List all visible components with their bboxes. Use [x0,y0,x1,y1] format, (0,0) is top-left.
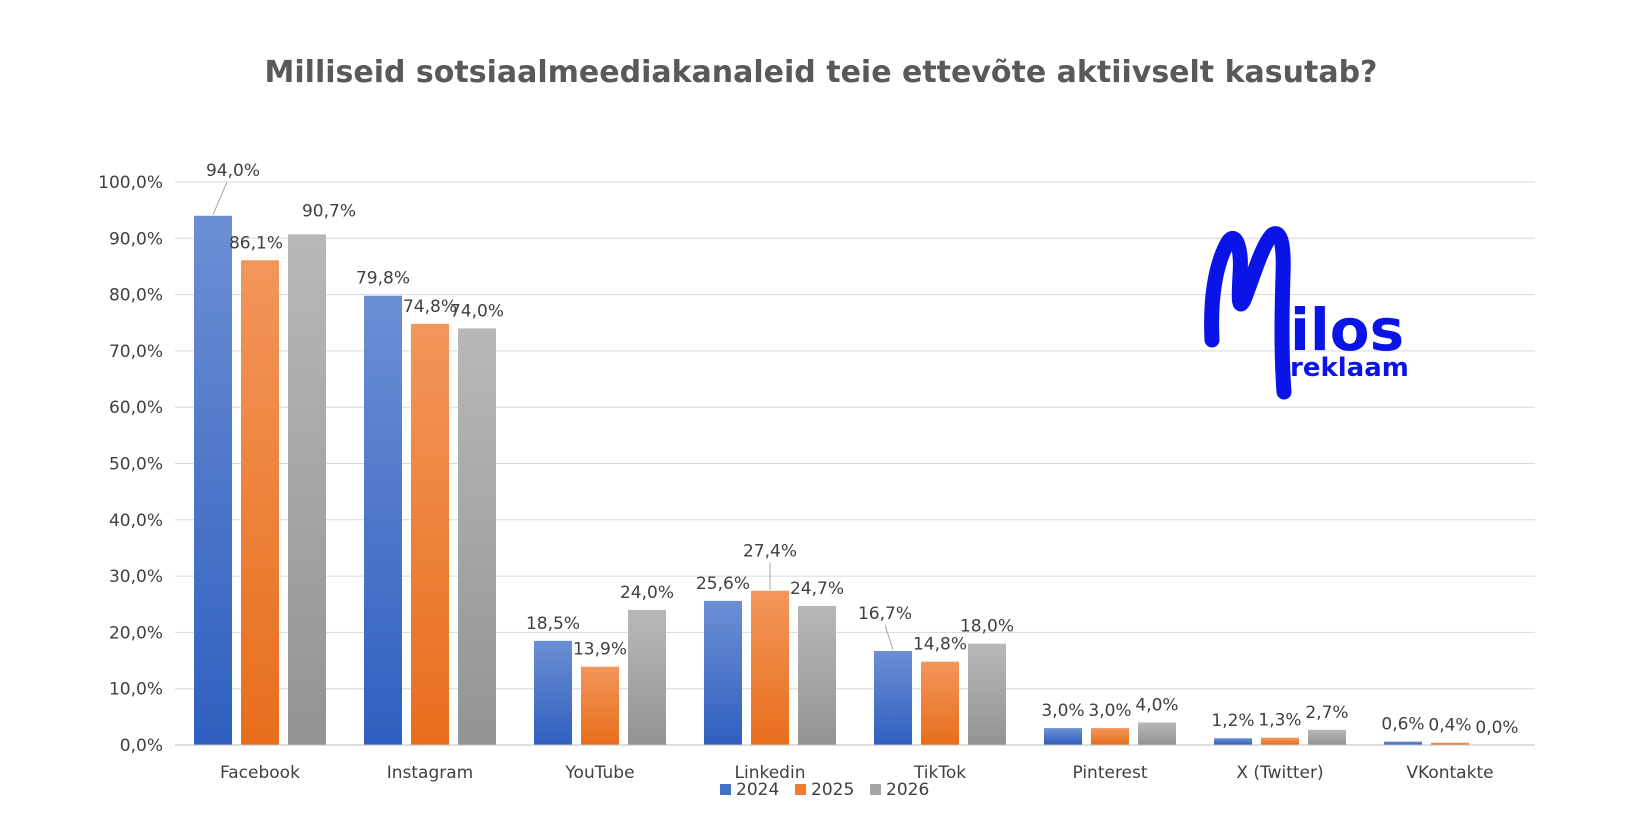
x-category-label: X (Twitter) [1236,763,1323,783]
milos-logo: ilos reklaam M [1203,226,1409,400]
bar-2025-youtube [581,666,619,745]
y-tick-label: 100,0% [98,173,163,193]
bar-2024-linkedin [704,600,742,745]
bar-2025-vkontakte [1431,742,1469,745]
data-label: 1,3% [1258,711,1301,731]
data-label: 18,5% [526,614,580,634]
y-tick-label: 60,0% [109,398,163,418]
data-label: 3,0% [1088,701,1131,721]
legend: 2024 2025 2026 [720,780,929,800]
bar-2024-tiktok [874,650,912,745]
y-tick-label: 40,0% [109,511,163,531]
y-tick-label: 30,0% [109,567,163,587]
y-tick-label: 20,0% [109,623,163,643]
bar-2024-vkontakte [1384,741,1422,745]
data-label: 79,8% [356,269,410,289]
bar-2026-instagram [458,328,496,745]
bar-2026-pinterest [1138,722,1176,745]
x-category-label: Facebook [220,763,300,783]
x-category-label: YouTube [564,763,634,783]
bar-2025-pinterest [1091,728,1129,745]
data-label: 14,8% [913,635,967,655]
logo-m-stroke [1204,226,1292,400]
data-label: 0,0% [1475,718,1518,738]
x-category-label: Instagram [387,763,474,783]
bar-2025-facebook [241,260,279,745]
bar-2025-instagram [411,323,449,745]
bar-2026-linkedin [798,605,836,745]
x-category-label: Pinterest [1072,763,1147,783]
y-tick-label: 10,0% [109,680,163,700]
data-label: 0,6% [1381,715,1424,735]
data-label: 16,7% [858,604,912,624]
legend-swatch-2024 [720,784,731,795]
leader-line [884,624,894,651]
bar-2025-x-twitter- [1261,737,1299,745]
data-label: 90,7% [302,201,356,221]
y-tick-label: 80,0% [109,286,163,306]
legend-swatch-2026 [870,784,881,795]
logo-main-text: ilos [1290,296,1404,364]
bar-2024-x-twitter- [1214,738,1252,745]
data-label: 13,9% [573,640,627,660]
logo-m-letter: M [1203,359,1204,361]
y-tick-label: 70,0% [109,342,163,362]
bar-2024-facebook [194,215,232,745]
data-label: 3,0% [1041,701,1084,721]
legend-label-2024: 2024 [736,780,779,800]
bar-2026-x-twitter- [1308,729,1346,745]
chart-title: Milliseid sotsiaalmeediakanaleid teie et… [264,55,1378,90]
legend-label-2026: 2026 [886,780,929,800]
x-category-label: TikTok [913,763,966,783]
data-label: 94,0% [206,161,260,181]
y-tick-label: 50,0% [109,455,163,475]
bar-2025-linkedin [751,590,789,745]
data-label: 24,0% [620,583,674,603]
data-label: 24,7% [790,579,844,599]
data-label: 86,1% [229,233,283,253]
logo-sub-text: reklaam [1290,353,1409,383]
bar-2026-youtube [628,609,666,745]
bars-layer [194,215,1469,745]
x-category-label: VKontakte [1406,763,1493,783]
data-label: 0,4% [1428,716,1471,736]
legend-label-2025: 2025 [811,780,854,800]
leader-line [212,181,228,215]
x-category-label: Linkedin [735,763,806,783]
data-label: 2,7% [1305,703,1348,723]
data-label: 27,4% [743,542,797,562]
bar-2024-instagram [364,295,402,745]
labels-layer: 94,0% 86,1% 90,7% 79,8% 74,8%74,0% 18,5% 13,9%… [206,161,1519,738]
y-tick-label: 90,0% [109,229,163,249]
axis-layer: 0,0% 10,0% 20,0% 30,0% 40,0% 50,0% 60,0% 70,0% 8… [98,173,1535,783]
data-label: 74,0% [450,301,504,321]
data-label: 25,6% [696,574,750,594]
bar-2025-tiktok [921,661,959,745]
legend-swatch-2025 [795,784,806,795]
bar-2024-pinterest [1044,728,1082,745]
bar-2026-tiktok [968,643,1006,745]
data-label: 18,0% [960,617,1014,637]
bar-2026-facebook [288,234,326,745]
data-label: 4,0% [1135,695,1178,715]
bar-2024-youtube [534,640,572,745]
y-tick-label: 0,0% [120,736,163,756]
data-label: 74,8% [403,297,457,317]
data-label: 1,2% [1211,711,1254,731]
